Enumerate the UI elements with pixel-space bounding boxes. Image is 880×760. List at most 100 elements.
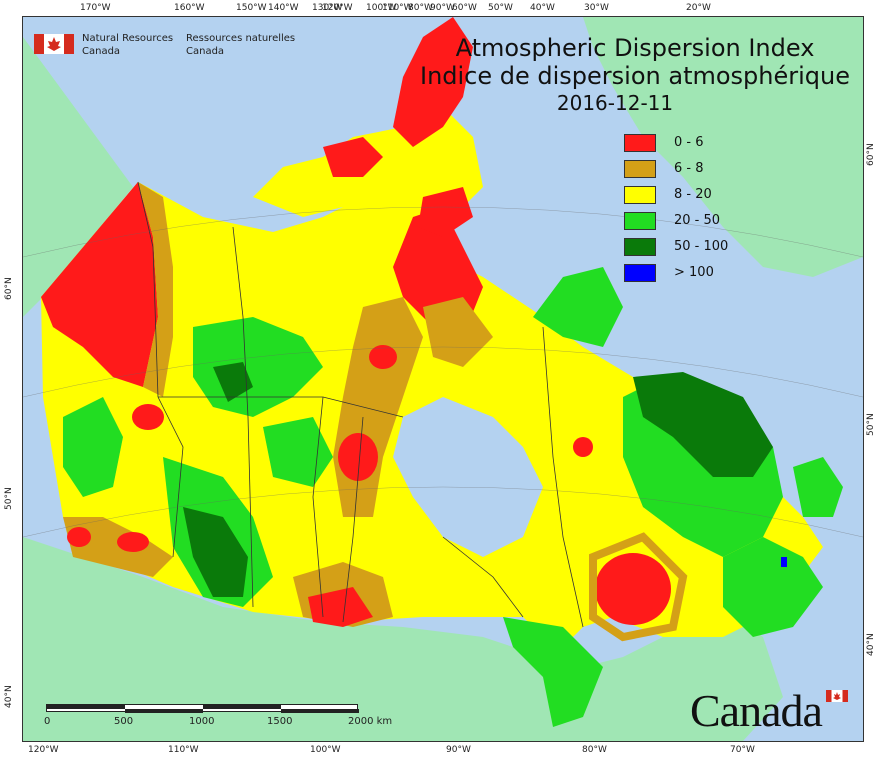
left-latitude-label: 60°N — [4, 277, 14, 300]
top-longitude-label: 150°W — [236, 3, 267, 13]
maritimes-green — [723, 537, 823, 637]
scale-label: 500 — [114, 716, 134, 727]
scale-label: 2000 km — [348, 716, 393, 727]
scale-bar-segment — [47, 705, 125, 709]
top-longitude-label: 40°W — [530, 3, 555, 13]
legend-label: 20 - 50 — [674, 213, 721, 228]
right-latitude-label: 50°N — [866, 413, 876, 436]
red-spot-hudson — [338, 433, 378, 481]
scale-bar-segment — [125, 709, 203, 713]
alaska-land — [23, 37, 133, 317]
canada-wordmark: Canada — [690, 685, 823, 736]
islands-red-2 — [418, 187, 473, 237]
top-longitude-label: 80°W — [408, 3, 433, 13]
legend-item: 8 - 20 — [624, 184, 744, 210]
bc-red — [63, 517, 173, 577]
top-longitude-label: 120°W — [322, 3, 353, 13]
quebec-orange-ring — [589, 532, 688, 642]
legend-label: 50 - 100 — [674, 239, 729, 254]
legend-swatch — [624, 264, 656, 282]
yukon-orange-ring — [138, 182, 173, 397]
legend-label: 0 - 6 — [674, 135, 704, 150]
scale-bar-track — [46, 704, 359, 713]
canada-flag-icon — [34, 34, 74, 54]
top-longitude-label: 30°W — [584, 3, 609, 13]
provincial-boundaries — [137, 181, 584, 628]
left-latitude-label: 40°N — [4, 685, 14, 708]
bottom-longitude-label: 70°W — [730, 745, 755, 755]
agency-name-fr-line2: Canada — [186, 46, 225, 57]
top-longitude-label: 160°W — [174, 3, 205, 13]
top-longitude-label: 60°W — [452, 3, 477, 13]
scale-label: 0 — [44, 716, 51, 727]
yukon-red — [41, 182, 158, 387]
legend-label: 8 - 20 — [674, 187, 712, 202]
quebec-east-green — [533, 267, 623, 347]
legend-swatch — [624, 134, 656, 152]
top-longitude-label: 170°W — [80, 3, 111, 13]
scale-label: 1500 — [267, 716, 293, 727]
bc-red-core — [117, 532, 149, 552]
scale-label: 1000 — [189, 716, 215, 727]
dispersion-map — [23, 17, 863, 741]
bottom-longitude-label: 110°W — [168, 745, 199, 755]
top-longitude-label: 100°W — [366, 3, 397, 13]
top-longitude-label: 140°W — [268, 3, 299, 13]
top-longitude-label: 110°W — [382, 3, 413, 13]
legend-item: 6 - 8 — [624, 158, 744, 184]
legend-item: 50 - 100 — [624, 236, 744, 262]
scale-bar-segment — [203, 705, 281, 709]
green-bc — [63, 397, 123, 497]
legend-item: > 100 — [624, 262, 744, 288]
top-longitude-label: 50°W — [488, 3, 513, 13]
canada-flag-icon — [826, 690, 848, 702]
bc-red-3 — [132, 404, 164, 430]
title-french: Indice de dispersion atmosphérique — [419, 62, 851, 90]
scale-bar: 0 500 1000 1500 2000 km — [44, 704, 392, 734]
legend-label: 6 - 8 — [674, 161, 704, 176]
legend-swatch — [624, 212, 656, 230]
islands-red-1 — [323, 137, 383, 177]
ontario-green — [503, 617, 603, 727]
legend: 0 - 6 6 - 8 8 - 20 20 - 50 50 - 100 > 10… — [624, 132, 744, 288]
darkgreen-nwt — [213, 362, 253, 402]
right-latitude-label: 40°N — [866, 633, 876, 656]
quebec-red-small — [573, 437, 593, 457]
legend-item: 0 - 6 — [624, 132, 744, 158]
bottom-longitude-label: 80°W — [582, 745, 607, 755]
top-longitude-label: 130°W — [312, 3, 343, 13]
hudson-bay — [393, 397, 543, 557]
graticule — [23, 206, 863, 538]
red-spot-nunavut — [369, 345, 397, 369]
quebec-red — [595, 553, 671, 625]
baffin-orange — [423, 297, 493, 367]
agency-name-en-line2: Canada — [82, 46, 121, 57]
top-longitude-label: 20°W — [686, 3, 711, 13]
ellesmere-red — [393, 17, 473, 147]
agency-name-fr-line1: Ressources naturelles — [186, 33, 296, 44]
greenland-land — [583, 17, 863, 277]
darkgreen-alberta — [183, 507, 248, 597]
blue-spot — [781, 557, 787, 567]
bottom-longitude-label: 100°W — [310, 745, 341, 755]
newfoundland-green — [793, 457, 843, 517]
map-titles: Atmospheric Dispersion Index Indice de d… — [395, 34, 875, 116]
labrador-darkgreen — [633, 372, 773, 477]
legend-item: 20 - 50 — [624, 210, 744, 236]
legend-swatch — [624, 238, 656, 256]
agency-name-en-line1: Natural Resources — [82, 33, 174, 44]
legend-swatch — [624, 160, 656, 178]
scale-bar-segment — [281, 709, 359, 713]
bottom-longitude-label: 90°W — [446, 745, 471, 755]
map-date: 2016-12-11 — [556, 91, 674, 115]
prairie-red — [308, 587, 373, 627]
left-latitude-label: 50°N — [4, 487, 14, 510]
legend-swatch — [624, 186, 656, 204]
bottom-longitude-label: 120°W — [28, 745, 59, 755]
right-latitude-label: 60°N — [866, 143, 876, 166]
top-longitude-label: 90°W — [430, 3, 455, 13]
bc-red-core-2 — [67, 527, 91, 547]
legend-label: > 100 — [674, 265, 714, 280]
title-english: Atmospheric Dispersion Index — [455, 34, 815, 62]
map-frame — [22, 16, 864, 742]
